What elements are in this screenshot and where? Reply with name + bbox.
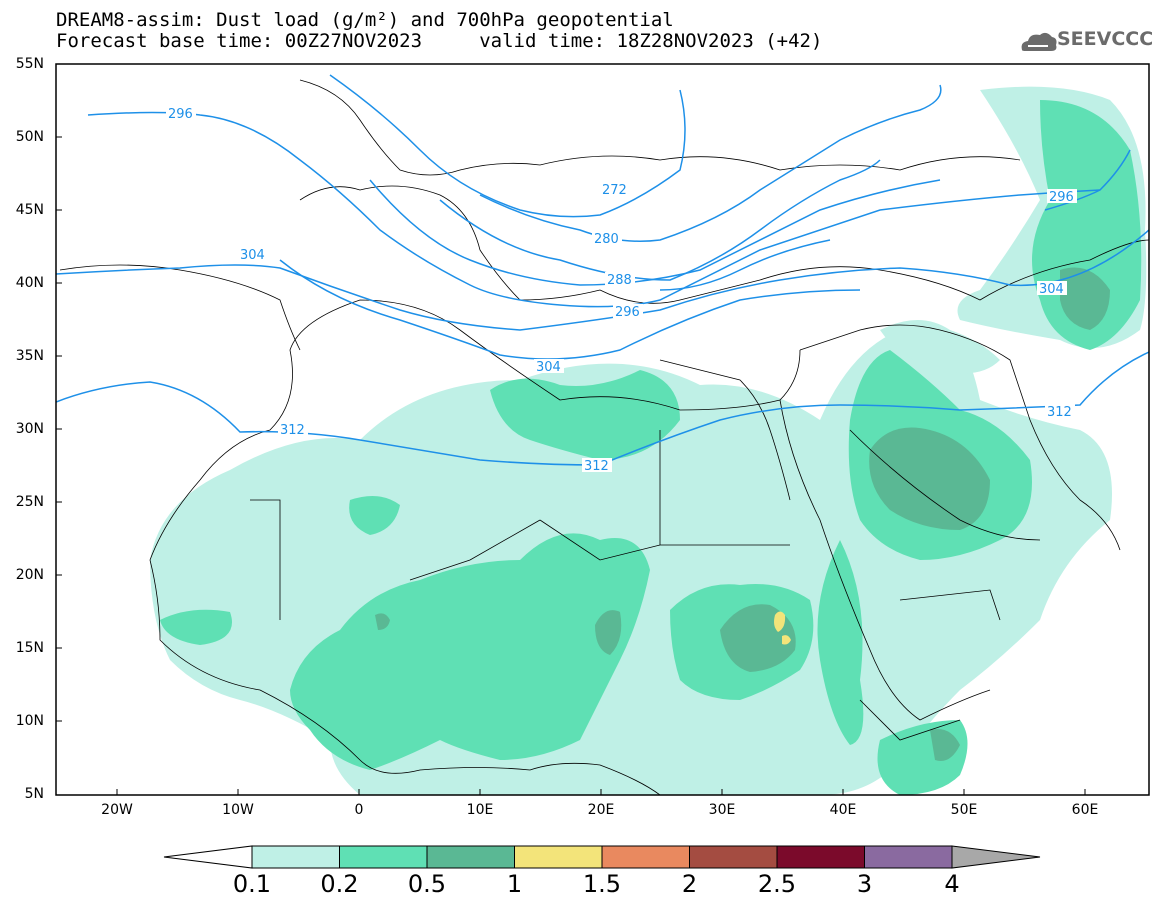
dust-level-0-5	[375, 267, 1110, 761]
lon-label: 30E	[708, 802, 736, 818]
colorbar-bin	[251, 845, 340, 869]
lat-label: 55N	[15, 56, 44, 72]
contour-label: 272	[602, 183, 627, 198]
contour-label: 280	[594, 232, 619, 247]
lat-label: 45N	[15, 202, 44, 218]
contour-label: 288	[607, 273, 632, 288]
coastlines	[59, 79, 1149, 795]
colorbar-label: 3	[856, 870, 873, 898]
contour-labels: 296 272 280 288 296 304 304 312 312 296 …	[166, 106, 1077, 474]
contour-label: 296	[615, 305, 640, 320]
logo-text: SEEVCCC	[1057, 28, 1154, 50]
lon-label: 20E	[587, 802, 615, 818]
contour-label: 296	[168, 107, 193, 122]
lon-label: 10W	[222, 802, 254, 818]
contour-label: 304	[240, 248, 265, 263]
colorbar-bin	[689, 845, 778, 869]
lon-label: 50E	[950, 802, 978, 818]
lat-label: 35N	[15, 348, 44, 364]
plot-title: DREAM8-assim: Dust load (g/m²) and 700hP…	[56, 10, 822, 52]
lat-label: 10N	[15, 713, 44, 729]
colorbar-label: 0.5	[407, 870, 447, 898]
lat-label: 40N	[15, 275, 44, 291]
colorbar	[163, 845, 1041, 869]
lat-label: 15N	[15, 640, 44, 656]
cloud-logo-icon	[1021, 32, 1057, 51]
contour-label: 312	[584, 459, 609, 474]
colorbar-bin	[776, 845, 865, 869]
colorbar-under-triangle	[163, 845, 253, 869]
dust-level-1	[774, 611, 791, 645]
lat-label: 30N	[15, 421, 44, 437]
lat-label: 5N	[24, 786, 44, 802]
colorbar-bin	[426, 845, 515, 869]
colorbar-label: 4	[944, 870, 960, 898]
colorbar-bin	[514, 845, 603, 869]
contour-label: 304	[1039, 282, 1064, 297]
contour-label: 304	[536, 360, 561, 375]
colorbar-label: 1.5	[582, 870, 622, 898]
colorbar-bin	[601, 845, 690, 869]
axis-ticks	[56, 63, 1086, 795]
contour-label: 312	[280, 423, 305, 438]
lat-label: 20N	[15, 567, 44, 583]
title-line-1: DREAM8-assim: Dust load (g/m²) and 700hP…	[56, 9, 674, 31]
lon-label: 60E	[1071, 802, 1099, 818]
colorbar-label: 0.2	[320, 870, 359, 898]
colorbar-over-triangle	[951, 845, 1041, 869]
title-line-2: Forecast base time: 00Z27NOV2023 valid t…	[56, 30, 823, 52]
lon-label: 0	[354, 802, 364, 818]
contour-label: 296	[1049, 190, 1074, 205]
colorbar-bin	[339, 845, 428, 869]
lon-label: 10E	[466, 802, 494, 818]
colorbar-label: 1	[506, 870, 523, 898]
lon-label: 20W	[101, 802, 133, 818]
colorbar-label: 0.1	[232, 870, 272, 898]
colorbar-bin	[864, 845, 953, 869]
lat-label: 50N	[15, 129, 44, 145]
lat-label: 25N	[15, 494, 44, 510]
colorbar-label: 2.5	[757, 870, 797, 898]
lon-label: 40E	[829, 802, 857, 818]
colorbar-label: 2	[681, 870, 698, 898]
contour-label: 312	[1047, 405, 1072, 420]
